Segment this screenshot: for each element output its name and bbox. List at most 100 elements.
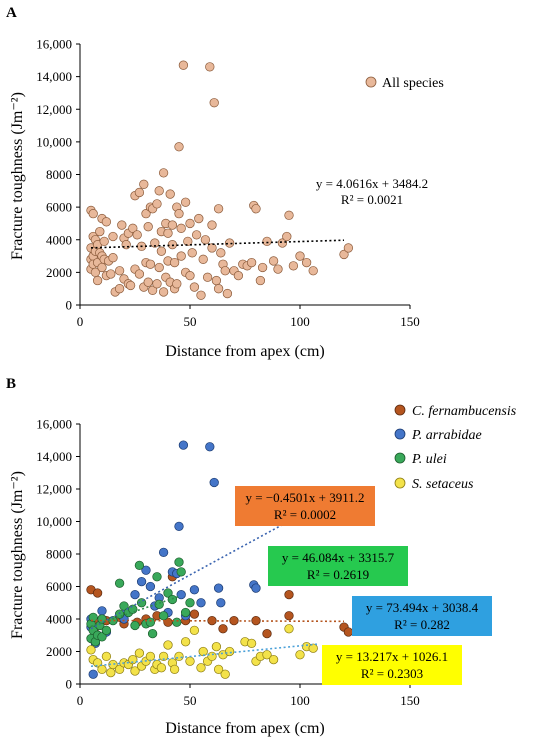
point-all-species (202, 272, 213, 282)
point-c-fernambucensis (262, 628, 272, 639)
point-all-species (180, 197, 191, 207)
point-all-species (209, 98, 219, 108)
point-p-ulei (101, 625, 112, 636)
point-c-fernambucensis (92, 588, 103, 598)
point-s-setaceus (101, 651, 112, 662)
point-c-fernambucensis (284, 589, 294, 600)
equation-box-s-setaceus: y = 13.217x + 1026.1 R² = 0.2303 (322, 645, 462, 685)
point-all-species (147, 285, 158, 295)
point-s-setaceus (308, 643, 318, 653)
point-all-species (216, 248, 226, 258)
legend-label-p-arrabidae: P. arrabidae (411, 428, 482, 443)
panel-a-r2: R² = 0.0021 (341, 192, 403, 207)
point-s-setaceus (97, 664, 107, 675)
point-all-species (308, 266, 318, 276)
panel-b-x-tick-label: 150 (400, 693, 420, 708)
point-all-species (251, 204, 261, 214)
panel-a-trendlines (90, 239, 345, 249)
point-all-species (92, 275, 103, 286)
point-all-species (172, 279, 182, 289)
point-all-species (282, 231, 292, 242)
point-p-ulei (185, 598, 195, 608)
point-all-species (211, 275, 222, 286)
equation-box-bg-p-ulei (268, 546, 408, 586)
point-all-species (154, 262, 164, 273)
point-p-ulei (114, 578, 125, 588)
point-all-species (207, 220, 217, 230)
panel-b-y-tick-label: 14,000 (36, 449, 72, 464)
point-all-species (189, 282, 200, 292)
point-p-ulei (134, 560, 145, 571)
point-s-setaceus (108, 659, 118, 670)
panel-a-y-tick-label: 4000 (46, 232, 72, 247)
point-all-species (128, 223, 138, 233)
panel-a-y-tick-label: 14,000 (36, 69, 72, 84)
panel-a-legend-label: All species (382, 76, 444, 91)
point-all-species (152, 199, 162, 209)
point-all-species (134, 187, 145, 198)
legend-label-c-fernambucensis: C. fernambucensis (412, 404, 517, 419)
point-all-species (213, 204, 224, 214)
panel-b-points (86, 440, 354, 679)
point-c-fernambucensis (229, 615, 239, 626)
panel-a-y-tick-label: 10,000 (36, 134, 72, 149)
point-all-species (143, 222, 153, 232)
point-p-arrabidae (88, 669, 98, 679)
point-all-species (150, 238, 160, 248)
panel-a-y-tick-label: 8000 (46, 167, 72, 182)
equation-box-bg-p-arrabidae (352, 596, 492, 636)
trendline-c-fernambucensis (90, 619, 345, 623)
point-s-setaceus (196, 663, 206, 673)
point-all-species (213, 284, 224, 294)
point-all-species (117, 220, 127, 230)
point-all-species (233, 270, 244, 281)
panel-a-y-tick-label: 6000 (46, 200, 72, 215)
panel-a-x-tick-label: 50 (184, 314, 197, 329)
point-all-species (174, 208, 184, 219)
panel-b-y-tick-label: 2000 (46, 644, 72, 659)
equation-p-arrabidae: y = 73.494x + 3038.4 (366, 600, 479, 615)
panel-b-y-tick-label: 4000 (46, 612, 72, 627)
panel-b-y-tick-label: 8000 (46, 547, 72, 562)
point-all-species (222, 288, 233, 299)
point-s-setaceus (220, 669, 230, 679)
point-s-setaceus (189, 625, 200, 636)
point-p-arrabidae (196, 598, 206, 608)
point-c-fernambucensis (343, 627, 354, 637)
point-all-species (185, 218, 195, 229)
panel-a: A 0 2000 4000 6000 8000 10,000 12,000 14,000 16,… (6, 5, 444, 360)
point-s-setaceus (163, 640, 173, 650)
point-s-setaceus (158, 651, 169, 662)
point-p-arrabidae (97, 606, 107, 616)
panel-b-y-tick-label: 6000 (46, 579, 72, 594)
panel-b-y-tick-label: 10,000 (36, 514, 72, 529)
point-all-species (198, 254, 208, 264)
equation-box-bg-c-fernambucensis (235, 486, 375, 526)
point-s-setaceus (185, 656, 195, 666)
point-c-fernambucensis (284, 611, 294, 621)
panel-b-x-axis-label: Distance from apex (cm) (165, 720, 324, 737)
point-all-species (246, 257, 257, 268)
point-all-species (288, 261, 299, 271)
point-all-species (301, 257, 312, 268)
point-all-species (152, 279, 162, 289)
point-all-species (141, 208, 151, 219)
point-all-species (134, 269, 145, 279)
point-p-arrabidae (213, 583, 224, 593)
point-all-species (273, 264, 283, 274)
point-all-species (205, 62, 215, 72)
point-all-species (284, 210, 294, 220)
panel-b-label: B (6, 376, 16, 392)
point-all-species (224, 238, 235, 248)
panel-a-y-tick-label: 16,000 (36, 37, 72, 52)
point-s-setaceus (224, 646, 235, 657)
point-all-species (154, 186, 164, 196)
legend-marker-c-fernambucensis (394, 404, 406, 416)
point-p-arrabidae (209, 477, 219, 488)
point-all-species (106, 269, 116, 279)
legend-marker-s-setaceus (394, 477, 406, 489)
equation-box-p-arrabidae: y = 73.494x + 3038.4 R² = 0.282 (352, 596, 492, 636)
panel-b-y-tick-label: 12,000 (36, 482, 72, 497)
point-all-species (165, 189, 175, 199)
equation-c-fernambucensis: y = −0.4501x + 3911.2 (245, 490, 364, 505)
